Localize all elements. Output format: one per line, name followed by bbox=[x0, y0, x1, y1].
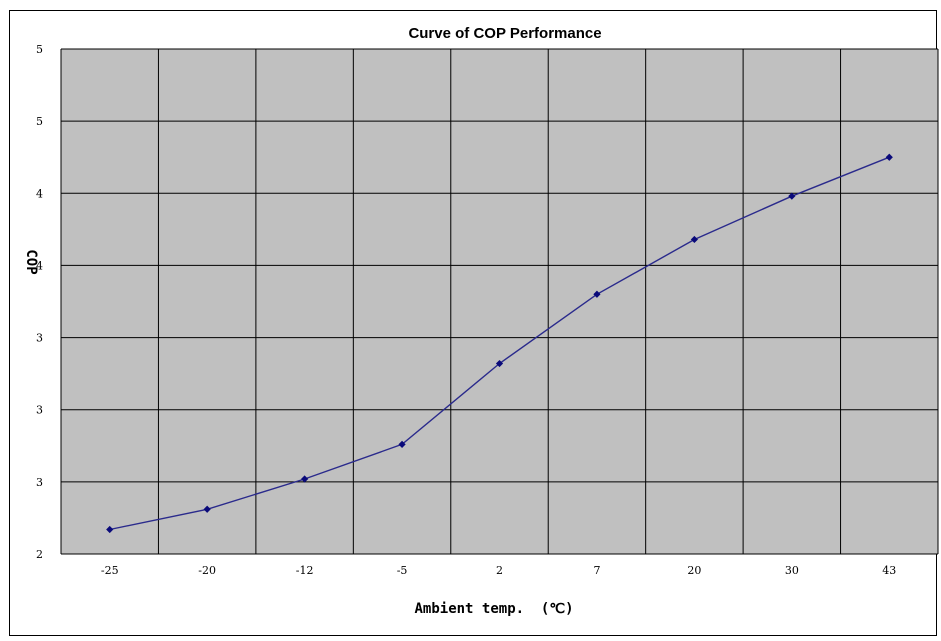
y-tick-labels: 2 3 3 3 4 4 5 5 bbox=[36, 43, 43, 561]
x-tick-label: 43 bbox=[882, 564, 896, 577]
x-tick-label: 20 bbox=[687, 564, 701, 577]
data-point-marker bbox=[690, 235, 698, 244]
plot-area bbox=[61, 49, 938, 554]
x-tick-label: -5 bbox=[397, 564, 408, 577]
series-cop bbox=[106, 153, 893, 534]
y-tick-label: 5 bbox=[36, 43, 43, 56]
data-point-marker bbox=[885, 153, 893, 161]
y-tick-label: 3 bbox=[36, 476, 43, 489]
y-tick-label: 3 bbox=[36, 404, 43, 417]
y-tick-label: 5 bbox=[36, 115, 43, 128]
data-point-marker bbox=[495, 359, 504, 368]
x-tick-label: 30 bbox=[785, 564, 799, 577]
y-tick-label: 3 bbox=[36, 332, 43, 345]
data-point-marker bbox=[301, 475, 309, 483]
x-tick-labels: -25 -20 -12 -5 2 7 20 30 43 bbox=[101, 564, 896, 577]
x-tick-label: 2 bbox=[496, 564, 503, 577]
data-point-marker bbox=[398, 440, 406, 448]
y-tick-label: 4 bbox=[36, 259, 43, 272]
y-tick-label: 4 bbox=[36, 187, 43, 200]
data-point-marker bbox=[203, 505, 211, 513]
data-point-marker bbox=[788, 192, 796, 200]
x-axis-label: Ambient temp. (℃) bbox=[414, 601, 573, 617]
y-tick-label: 2 bbox=[36, 548, 43, 561]
y-axis-label: COP bbox=[23, 249, 39, 274]
data-point-marker bbox=[106, 525, 114, 534]
data-point-marker bbox=[593, 290, 601, 298]
x-tick-label: 7 bbox=[593, 564, 600, 577]
x-tick-label: -20 bbox=[198, 564, 216, 577]
chart-title: Curve of COP Performance bbox=[408, 25, 601, 42]
x-tick-label: -25 bbox=[101, 564, 119, 577]
x-tick-label: -12 bbox=[296, 564, 314, 577]
